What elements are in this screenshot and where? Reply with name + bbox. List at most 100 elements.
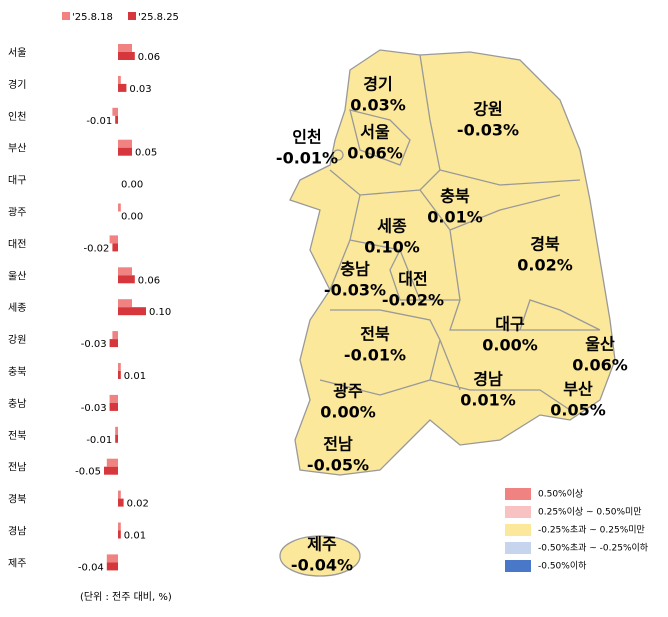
value-label: -0.04 [78, 562, 104, 573]
bar [112, 243, 118, 252]
value-label: 0.05 [135, 148, 157, 159]
category-label: 대전 [8, 238, 26, 250]
bar [112, 107, 118, 116]
bar [109, 339, 118, 348]
bar [109, 402, 118, 411]
region-name: 충남 [340, 260, 370, 279]
region-value: -0.01% [276, 149, 338, 168]
region-value: 0.05% [550, 401, 606, 420]
region-name: 대구 [495, 315, 525, 334]
value-label: -0.02 [84, 243, 110, 254]
region-name: 대전 [398, 270, 427, 289]
region-name: 전남 [323, 435, 353, 454]
category-label: 제주 [8, 557, 26, 569]
bar [118, 147, 132, 156]
bar [118, 139, 132, 148]
region-value: 0.03% [350, 96, 406, 115]
region-value: 0.06% [347, 144, 403, 163]
region-name: 인천 [292, 128, 321, 147]
category-label: 전남 [8, 462, 26, 474]
category-label: 서울 [8, 47, 26, 59]
value-label: 0.06 [138, 52, 160, 63]
region-name: 충북 [440, 187, 470, 206]
category-label: 충북 [8, 366, 26, 378]
category-label: 강원 [8, 334, 26, 346]
value-label: 0.06 [138, 275, 160, 286]
region-name: 경북 [530, 235, 560, 254]
region-name: 전북 [360, 325, 390, 344]
bar [118, 498, 124, 507]
region-name: 제주 [307, 535, 337, 554]
bar [118, 371, 121, 379]
region-value: -0.03% [324, 281, 386, 300]
bar [109, 394, 118, 403]
bar [106, 554, 118, 563]
bar [118, 83, 127, 92]
bar [118, 44, 132, 52]
incheon-island [332, 149, 344, 161]
category-label: 대구 [8, 175, 26, 187]
unit-note: (단위 : 전주 대비, %) [80, 590, 172, 603]
bar [112, 331, 118, 340]
value-label: 0.00 [121, 212, 143, 223]
map-legend-swatch [505, 560, 531, 572]
region-value: 0.00% [320, 403, 376, 422]
region-value: 0.01% [427, 208, 483, 227]
category-label: 인천 [8, 111, 26, 123]
value-label: -0.05 [75, 467, 101, 478]
jeju [279, 535, 361, 577]
map-legend-swatch [505, 542, 531, 554]
bar [118, 299, 132, 308]
map-legend-label: -0.25%초과 ~ 0.25%미만 [538, 525, 645, 536]
value-label: 0.02 [127, 499, 149, 510]
bar [109, 235, 118, 244]
region-name: 세종 [377, 217, 407, 236]
value-label: 0.01 [124, 531, 146, 542]
region-value: -0.03% [457, 121, 519, 140]
category-label: 충남 [8, 398, 26, 410]
region-value: 0.06% [572, 356, 628, 375]
category-label: 부산 [8, 143, 26, 155]
region-name: 광주 [333, 382, 363, 401]
region-value: -0.02% [382, 291, 444, 310]
value-label: -0.01 [86, 435, 112, 446]
region-value: 0.01% [460, 391, 516, 410]
value-label: 0.00 [121, 180, 143, 191]
mainland [289, 49, 616, 476]
map-legend-swatch [505, 488, 531, 500]
value-label: 0.10 [149, 307, 171, 318]
bar [106, 562, 118, 571]
value-label: 0.01 [124, 371, 146, 382]
bar [118, 522, 121, 531]
region-value: -0.05% [307, 456, 369, 475]
bar [118, 203, 121, 212]
region-name: 경기 [363, 75, 392, 94]
map-legend-label: -0.50%이하 [538, 561, 587, 572]
category-label: 세종 [8, 302, 26, 314]
region-value: 0.00% [482, 336, 538, 355]
legend-label: '25.8.25 [138, 12, 179, 23]
legend-label: '25.8.18 [72, 12, 113, 23]
legend-swatch [128, 12, 136, 20]
category-label: 울산 [8, 270, 26, 282]
value-label: -0.03 [81, 339, 107, 350]
value-label: 0.03 [129, 84, 151, 95]
region-name: 부산 [563, 380, 593, 399]
region-value: 0.02% [517, 256, 573, 275]
bar [118, 490, 121, 499]
map-legend-label: 0.50%이상 [538, 489, 583, 500]
region-name: 울산 [585, 335, 615, 354]
bar [118, 267, 132, 276]
region-value: -0.01% [344, 346, 406, 365]
category-label: 경기 [8, 78, 26, 91]
category-label: 광주 [8, 207, 26, 219]
region-name: 서울 [360, 123, 390, 142]
legend-swatch [62, 12, 70, 20]
region-name: 강원 [473, 100, 502, 119]
region-value: -0.04% [291, 556, 353, 575]
value-label: -0.03 [81, 403, 107, 414]
bar [118, 275, 135, 284]
bar [118, 75, 121, 84]
map-legend-label: 0.25%이상 ~ 0.50%미만 [538, 507, 642, 518]
